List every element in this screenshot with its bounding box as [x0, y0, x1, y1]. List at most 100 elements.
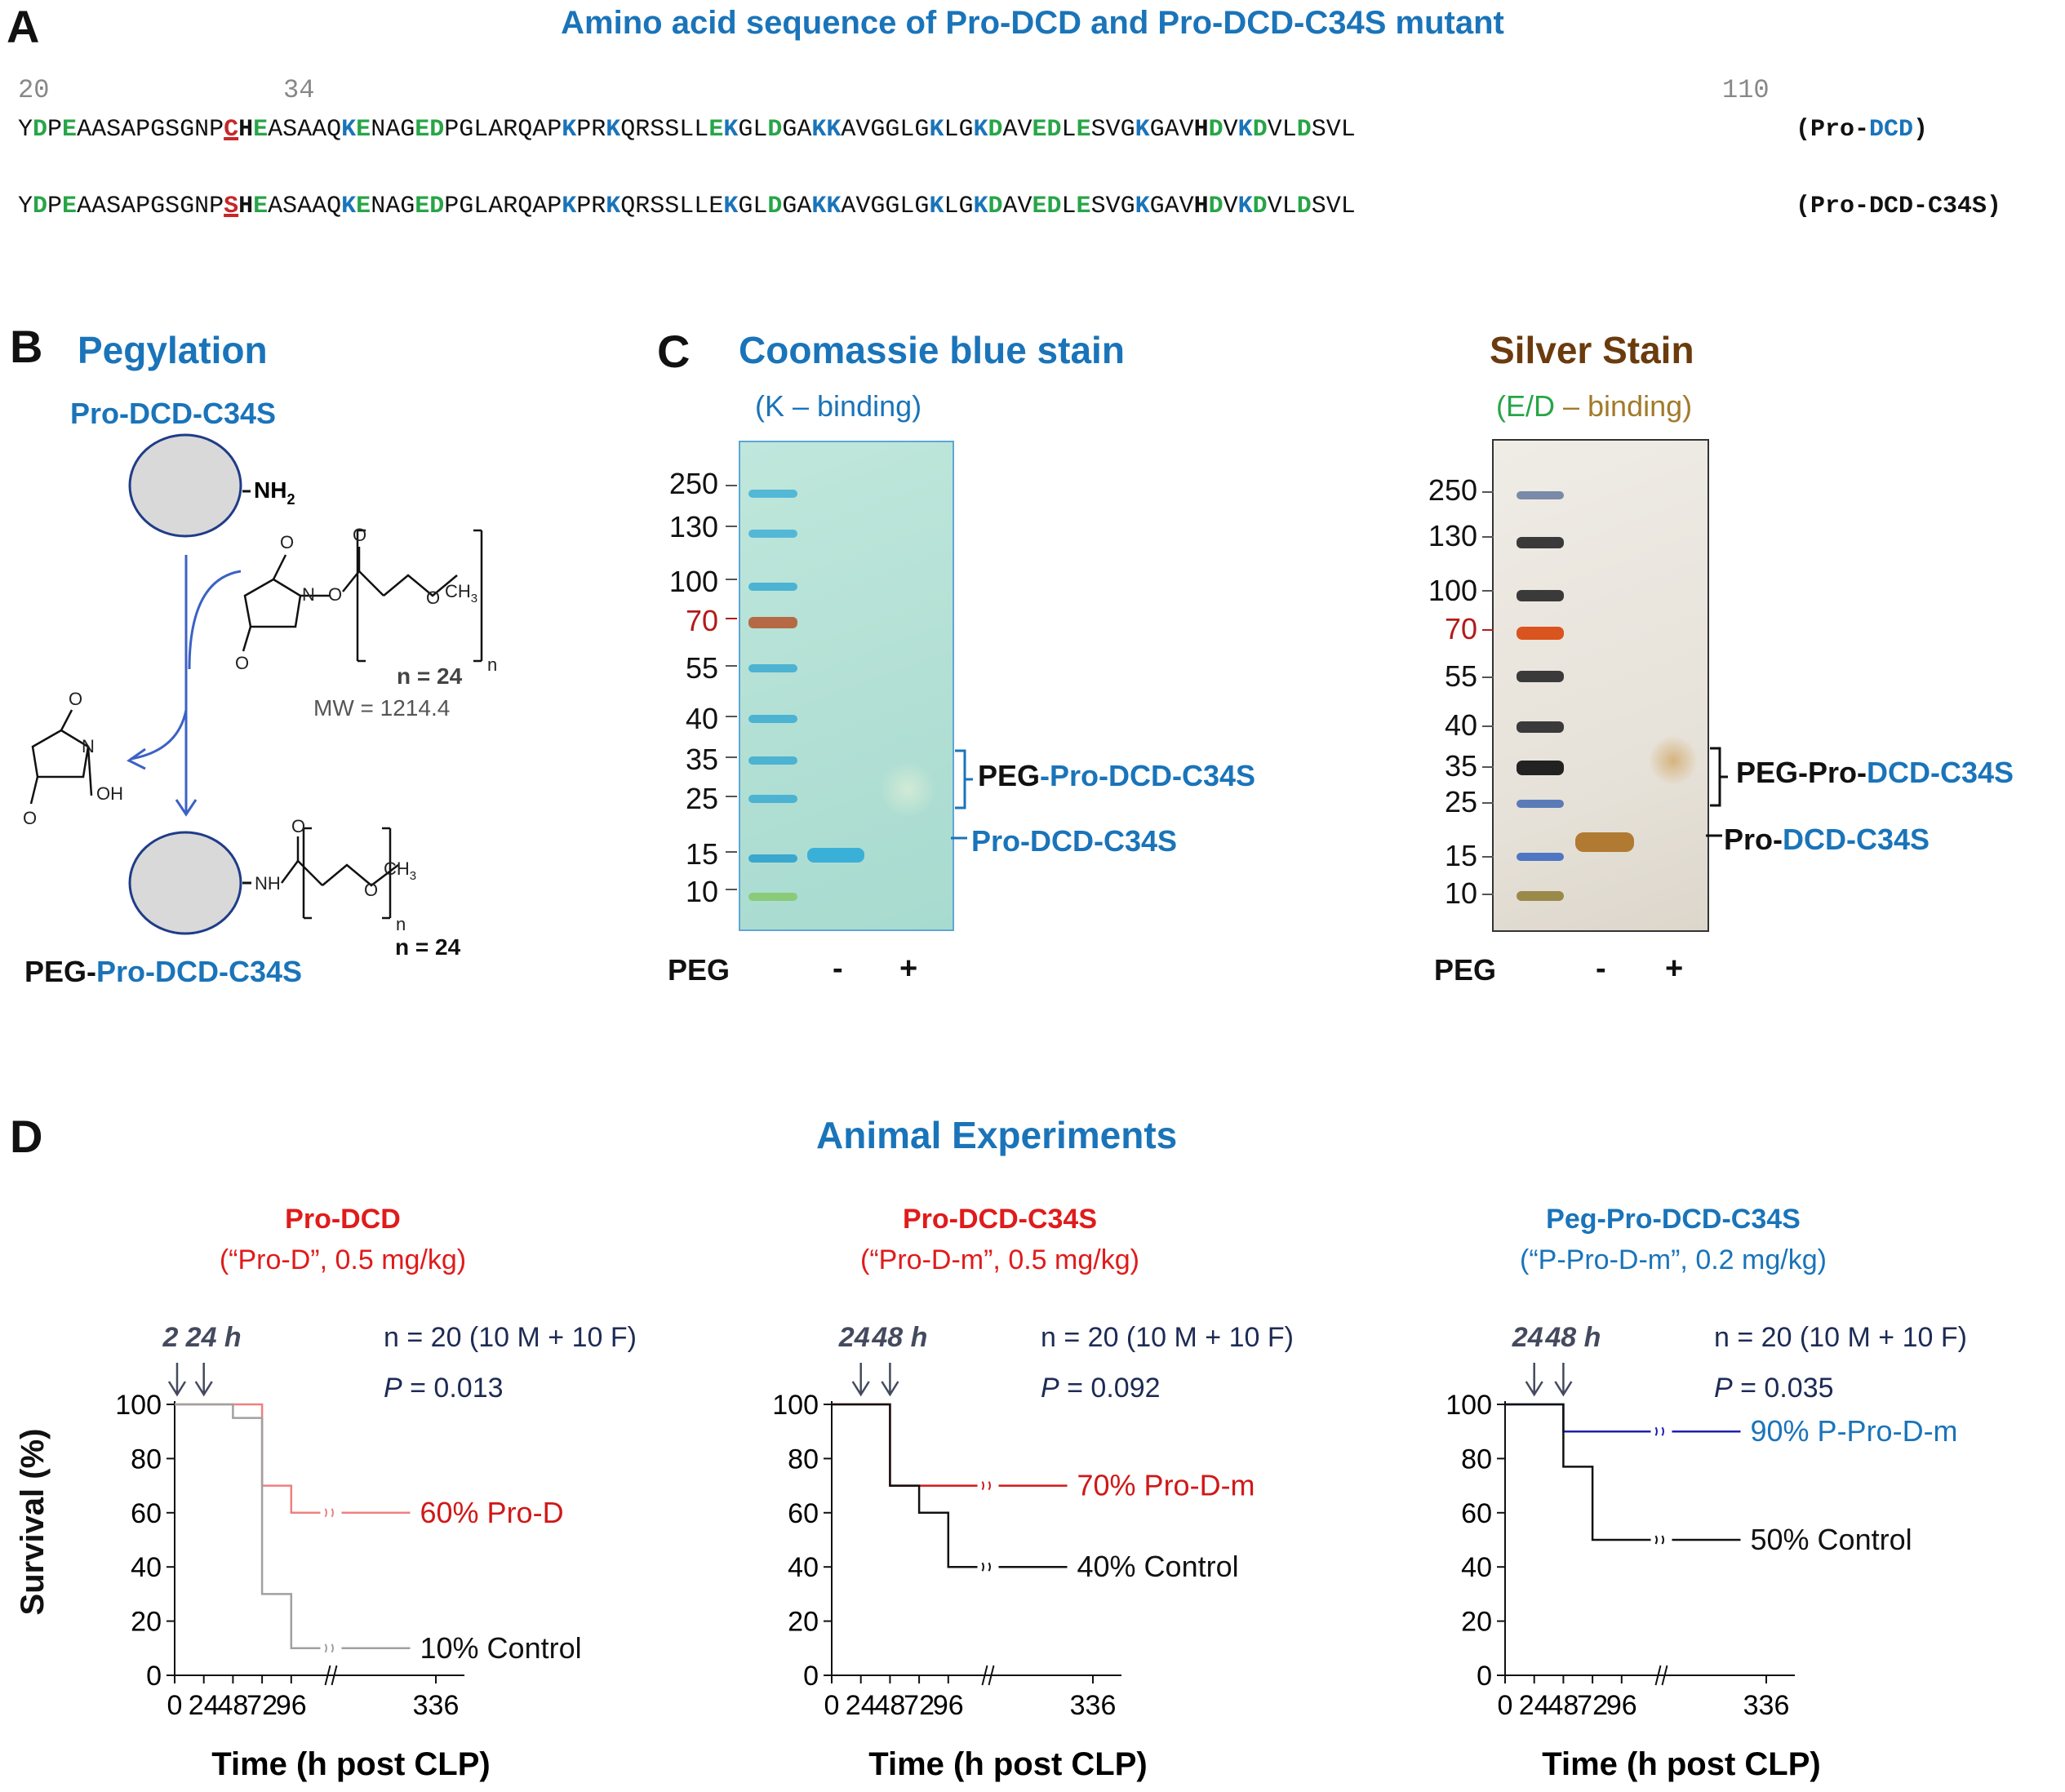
y-tick-label: 20 — [788, 1607, 819, 1638]
x-tick-label: 48 — [217, 1690, 248, 1721]
svg-text:NH: NH — [255, 873, 281, 894]
dose-time-b: 24 h — [185, 1322, 242, 1353]
x-axis-label: Time (h post CLP) — [211, 1746, 490, 1782]
ladder-band-250 — [748, 490, 797, 498]
silver-marker-55: 55 — [1444, 659, 1477, 693]
marker-25: 25 — [685, 782, 718, 815]
pegylation-title: Pegylation — [78, 329, 268, 371]
svg-text:O: O — [23, 808, 37, 828]
survival-line-control — [175, 1403, 321, 1650]
silver-pro-dcd-band — [1575, 832, 1634, 852]
x-tick-label: 336 — [1743, 1690, 1790, 1721]
byproduct-arrow — [130, 709, 188, 761]
x-tick-label: 72 — [904, 1690, 935, 1721]
y-tick-label: 80 — [788, 1444, 819, 1475]
silver-lane-minus: - — [1596, 951, 1606, 986]
dose-time-b: 48 h — [1544, 1322, 1601, 1353]
silver-peg-b: DCD-C34S — [1867, 756, 2014, 789]
y-tick-label: 40 — [1461, 1552, 1492, 1583]
sequence-pro-dcd: YDPEAASAPGSGNPCHEASAAQKENAGEDPGLARQAPKPR… — [18, 116, 1356, 144]
silver-peg-a: PEG-Pro- — [1736, 756, 1867, 789]
y-tick-label: 0 — [146, 1661, 162, 1692]
x-axis-break — [988, 1665, 995, 1686]
y-tick-label: 100 — [1446, 1390, 1492, 1421]
coomassie-bracket — [951, 749, 973, 840]
silver-pro-b: DCD-C34S — [1783, 823, 1930, 856]
survival-chart-2: Pro-DCD-C34S(“Pro-D-m”, 0.5 mg/kg)24 48 h… — [772, 1204, 1294, 1782]
dose-arrow-head — [851, 1381, 870, 1397]
svg-text:O: O — [353, 525, 366, 545]
silver-peg-band-label: PEG-Pro-DCD-C34S — [1736, 756, 2014, 790]
reagent-mw: MW = 1214.4 — [313, 695, 450, 721]
coomassie-peg-b: -Pro-DCD-C34S — [1040, 759, 1256, 792]
svg-text:n: n — [487, 654, 497, 675]
silver-ladder-40 — [1517, 721, 1564, 733]
product-n: n = 24 — [395, 934, 461, 960]
x-tick-label: 24 — [189, 1690, 220, 1721]
x-tick-label: 72 — [1577, 1690, 1608, 1721]
series-label-treated: 70% Pro-D-m — [1077, 1469, 1255, 1502]
silver-pro-band-label: Pro-DCD-C34S — [1724, 823, 1930, 857]
svg-text:N: N — [302, 584, 315, 605]
coomassie-subtitle: (K – binding) — [755, 389, 922, 423]
silver-marker-10: 10 — [1444, 876, 1477, 910]
nhs-peg-reagent — [242, 529, 483, 663]
pro-dcd-band — [807, 848, 864, 863]
silver-peg-lane-label: PEG — [1434, 953, 1497, 987]
survival-chart-1: Pro-DCD (“Pro-D”, 0.5 mg/kg) 2 24 h n = 20 (… — [115, 1204, 637, 1782]
n-label: n = 20 (10 M + 10 F) — [384, 1322, 637, 1353]
marker-40: 40 — [685, 702, 718, 735]
series-label-treated: 90% P-Pro-D-m — [1751, 1414, 1958, 1448]
ladder-band-55 — [748, 664, 797, 672]
coomassie-tick-marks — [726, 485, 737, 890]
silver-title: Silver Stain — [1490, 329, 1694, 371]
ladder-band-40 — [748, 715, 797, 723]
silver-ladder-55 — [1517, 671, 1564, 682]
seq1-label-c: ) — [1913, 116, 1929, 144]
y-tick-label: 60 — [788, 1498, 819, 1529]
x-tick-label: 336 — [413, 1690, 460, 1721]
marker-10: 10 — [685, 875, 718, 908]
seq1-label-a: (Pro- — [1796, 116, 1870, 144]
line-break-mark — [988, 1481, 991, 1491]
silver-marker-35: 35 — [1444, 749, 1477, 783]
coomassie-pro-band-label: Pro-DCD-C34S — [971, 824, 1178, 858]
position-110: 110 — [1722, 75, 1770, 105]
silver-ladder-130 — [1517, 537, 1564, 548]
seq1-label: (Pro-DCD) — [1796, 116, 1928, 144]
p-value: P = 0.092 — [1041, 1373, 1161, 1404]
x-tick-label: 48 — [1548, 1690, 1579, 1721]
coomassie-lane-minus: - — [833, 951, 843, 986]
silver-tick-marks — [1482, 491, 1494, 895]
y-tick-label: 80 — [131, 1444, 162, 1475]
series-label-control: 10% Control — [420, 1631, 582, 1665]
silver-peg-smear — [1649, 736, 1698, 785]
silver-ladder-70 — [1517, 627, 1564, 640]
silver-marker-130: 130 — [1428, 519, 1477, 552]
protein-circle — [128, 433, 242, 538]
product-prefix: PEG- — [24, 955, 97, 988]
y-tick-label: 60 — [131, 1498, 162, 1529]
line-break-mark — [1654, 1535, 1658, 1545]
svg-text:n: n — [396, 914, 406, 934]
line-break-mark — [1661, 1426, 1664, 1436]
silver-marker-25: 25 — [1444, 785, 1477, 818]
product-label: PEG-Pro-DCD-C34S — [24, 955, 302, 989]
x-tick-label: 24 — [846, 1690, 877, 1721]
peg-smear — [879, 761, 936, 818]
n-label: n = 20 (10 M + 10 F) — [1041, 1322, 1294, 1353]
silver-bracket — [1706, 747, 1728, 837]
ladder-band-100 — [748, 583, 797, 591]
svg-text:OH: OH — [96, 783, 123, 804]
y-tick-label: 40 — [788, 1552, 819, 1583]
dose-arrow-head — [167, 1381, 187, 1397]
silver-ladder-10 — [1517, 891, 1564, 901]
y-tick-label: 40 — [131, 1552, 162, 1583]
silver-sub-b: – binding) — [1555, 389, 1693, 423]
x-axis-label: Time (h post CLP) — [1542, 1746, 1820, 1782]
survival-line-treated — [832, 1403, 978, 1487]
coomassie-peg-a: PEG — [978, 759, 1041, 792]
animal-experiments-title: Animal Experiments — [816, 1114, 1178, 1156]
line-break-mark — [324, 1643, 327, 1653]
series-label-control: 40% Control — [1077, 1550, 1239, 1583]
